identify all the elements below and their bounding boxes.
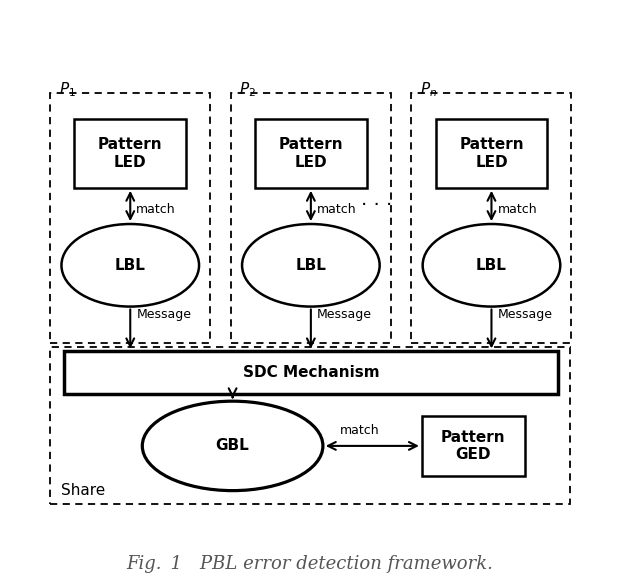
Ellipse shape — [61, 224, 199, 307]
Bar — [255, 119, 367, 188]
Text: match: match — [497, 203, 537, 216]
Text: LBL: LBL — [115, 258, 146, 273]
Bar — [74, 119, 186, 188]
Text: Pattern
LED: Pattern LED — [98, 137, 162, 170]
Text: Message: Message — [136, 308, 192, 321]
Ellipse shape — [242, 224, 379, 307]
Bar — [64, 351, 558, 394]
Bar — [412, 93, 572, 343]
Text: $P_n$: $P_n$ — [420, 81, 437, 99]
Text: Message: Message — [497, 308, 552, 321]
Text: $P_1$: $P_1$ — [59, 81, 76, 99]
Text: LBL: LBL — [476, 258, 507, 273]
Text: GBL: GBL — [216, 438, 249, 454]
Ellipse shape — [423, 224, 560, 307]
Text: · · ·: · · · — [361, 195, 392, 215]
Text: Fig. 1  PBL error detection framework.: Fig. 1 PBL error detection framework. — [126, 555, 494, 573]
Text: match: match — [317, 203, 356, 216]
Text: SDC Mechanism: SDC Mechanism — [242, 365, 379, 380]
Bar — [231, 93, 391, 343]
Bar — [436, 119, 547, 188]
Text: match: match — [136, 203, 176, 216]
Text: LBL: LBL — [295, 258, 326, 273]
Text: Pattern
LED: Pattern LED — [459, 137, 524, 170]
Text: Share: Share — [61, 483, 105, 498]
Bar — [50, 347, 570, 503]
Text: Pattern
GED: Pattern GED — [441, 430, 506, 462]
Bar — [422, 416, 525, 476]
Text: $P_2$: $P_2$ — [239, 81, 256, 99]
Bar — [50, 93, 210, 343]
Text: Message: Message — [317, 308, 372, 321]
Text: 图 1  PBL 错误检测框架: 图 1 PBL 错误检测框架 — [229, 579, 391, 580]
Text: Pattern
LED: Pattern LED — [278, 137, 343, 170]
Ellipse shape — [143, 401, 323, 491]
Text: match: match — [340, 425, 379, 437]
